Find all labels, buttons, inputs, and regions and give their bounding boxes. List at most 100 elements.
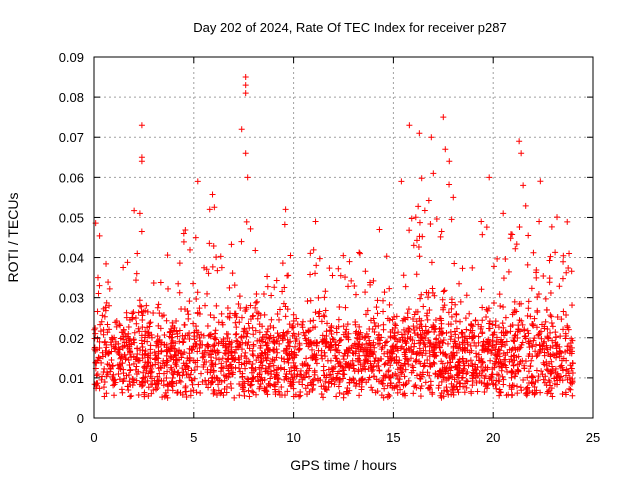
data-point: [406, 122, 413, 129]
data-point: [493, 355, 500, 362]
data-point: [496, 378, 503, 385]
data-point: [274, 375, 281, 382]
data-point: [206, 206, 213, 213]
data-point: [567, 386, 574, 393]
y-tick-label: 0.04: [59, 251, 84, 266]
data-point: [335, 265, 342, 272]
data-point: [348, 344, 355, 351]
data-point: [394, 389, 401, 396]
data-point: [163, 346, 170, 353]
data-point: [290, 393, 297, 400]
data-point: [445, 375, 452, 382]
data-point: [204, 341, 211, 348]
data-point: [359, 365, 366, 372]
data-point: [166, 328, 173, 335]
data-point: [179, 372, 186, 379]
data-point: [417, 393, 424, 400]
data-point: [158, 348, 165, 355]
data-point: [243, 360, 250, 367]
data-point: [459, 265, 466, 272]
data-point: [525, 232, 532, 239]
data-point: [139, 324, 146, 331]
data-point: [410, 323, 417, 330]
data-point: [509, 345, 516, 352]
data-point: [160, 370, 167, 377]
data-point: [543, 306, 550, 313]
data-point: [253, 357, 260, 364]
data-point: [445, 309, 452, 316]
data-point: [188, 347, 195, 354]
data-point: [456, 356, 463, 363]
data-point: [313, 262, 320, 269]
data-point: [228, 385, 235, 392]
data-point: [396, 379, 403, 386]
data-point: [529, 320, 536, 327]
data-point: [412, 382, 419, 389]
data-point: [138, 158, 145, 165]
data-point: [131, 329, 138, 336]
data-point: [397, 386, 404, 393]
data-point: [406, 227, 413, 234]
data-point: [446, 158, 453, 165]
data-point: [496, 388, 503, 395]
data-point: [481, 347, 488, 354]
data-point: [180, 238, 187, 245]
data-point: [264, 273, 271, 280]
data-point: [300, 374, 307, 381]
data-point: [513, 241, 520, 248]
data-point: [418, 323, 425, 330]
data-point: [318, 318, 325, 325]
data-point: [472, 374, 479, 381]
data-point: [405, 361, 412, 368]
data-point: [305, 339, 312, 346]
data-point: [188, 367, 195, 374]
data-point: [175, 280, 182, 287]
data-point: [399, 337, 406, 343]
x-tick-label: 20: [486, 430, 500, 445]
data-point: [383, 253, 390, 260]
data-point: [152, 361, 159, 368]
data-point: [265, 380, 272, 387]
data-point: [551, 380, 558, 387]
data-point: [420, 371, 427, 378]
data-point: [139, 351, 146, 358]
data-point: [425, 385, 432, 392]
data-point: [534, 307, 541, 314]
data-point: [564, 376, 571, 383]
data-point: [552, 249, 559, 256]
data-point: [180, 368, 187, 375]
data-point: [363, 330, 370, 337]
data-point: [479, 329, 486, 336]
data-point: [335, 383, 342, 390]
data-point: [410, 315, 417, 322]
data-point: [440, 349, 447, 356]
data-point: [348, 277, 355, 284]
data-point: [113, 323, 120, 330]
data-point: [203, 266, 210, 273]
data-point: [450, 194, 457, 201]
data-point: [381, 385, 388, 392]
data-point: [275, 333, 282, 340]
data-point: [528, 285, 535, 292]
data-point: [290, 311, 297, 318]
data-point: [500, 210, 507, 217]
data-point: [425, 294, 432, 301]
data-point: [164, 394, 171, 401]
data-point: [215, 340, 222, 347]
data-point: [222, 373, 229, 380]
data-point: [126, 367, 133, 374]
data-point: [353, 380, 360, 387]
data-point: [221, 377, 228, 384]
data-point: [179, 365, 186, 372]
data-point: [224, 305, 231, 312]
data-point: [167, 364, 174, 371]
data-point: [564, 322, 571, 329]
data-point: [212, 327, 219, 334]
data-point: [452, 318, 459, 325]
data-point: [473, 353, 480, 360]
data-point: [94, 274, 101, 281]
data-point: [281, 366, 288, 373]
data-point: [527, 313, 534, 320]
data-point: [407, 335, 414, 342]
data-point: [134, 351, 141, 358]
